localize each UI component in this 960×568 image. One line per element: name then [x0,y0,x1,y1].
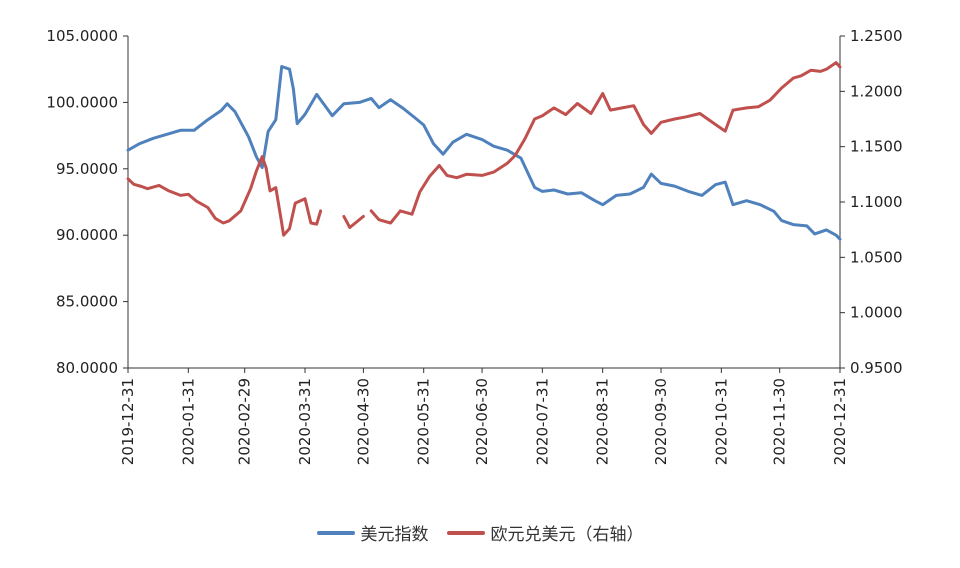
right-tick-label: 0.9500 [850,359,903,377]
right-tick-label: 1.0500 [850,248,903,266]
left-tick-label: 90.0000 [56,226,118,244]
series-layer [126,61,842,241]
right-tick-label: 1.1500 [850,138,903,156]
series-line-eurusd-seg-0 [126,155,323,237]
x-tick-label: 2020-10-31 [712,378,730,465]
x-tick-label: 2020-08-31 [594,378,612,465]
legend-item-eurusd[interactable]: 欧元兑美元（右轴） [446,520,644,545]
x-axis-ticks: 2019-12-31 2020-01-31 2020-02-29 2020-03-31… [119,368,849,465]
series-line-eurusd-seg-2 [369,61,842,225]
x-tick-label: 2020-06-30 [473,378,491,465]
right-tick-label: 1.1000 [850,193,903,211]
right-tick-label: 1.2000 [850,82,903,100]
x-tick-label: 2020-03-31 [296,378,314,465]
left-tick-label: 95.0000 [56,160,118,178]
right-tick-label: 1.2500 [850,27,903,45]
left-tick-label: 100.0000 [46,93,118,111]
x-tick-label: 2019-12-31 [119,378,137,465]
legend-swatch-eurusd [446,530,485,535]
legend-label-eurusd: 欧元兑美元（右轴） [490,525,644,545]
x-tick-label: 2020-12-31 [831,378,849,465]
x-tick-label: 2020-09-30 [652,378,670,465]
series-line-eurusd-seg-1 [342,214,365,229]
legend-swatch-usd-index [316,530,355,535]
left-tick-label: 105.0000 [46,27,118,45]
right-tick-label: 1.0000 [850,304,903,322]
x-tick-label: 2020-11-30 [771,378,789,465]
legend: 美元指数 欧元兑美元（右轴） [0,520,960,545]
x-tick-label: 2020-01-31 [179,378,197,465]
left-tick-label: 80.0000 [56,359,118,377]
x-tick-label: 2020-05-31 [415,378,433,465]
right-axis-ticks: 0.9500 1.0000 1.0500 1.1000 1.1500 1.2000 1.25… [840,27,903,377]
legend-label-usd-index: 美元指数 [360,525,429,545]
x-tick-label: 2020-04-30 [354,378,372,465]
legend-item-usd-index[interactable]: 美元指数 [316,520,429,545]
x-tick-label: 2020-02-29 [236,378,254,465]
left-tick-label: 85.0000 [56,293,118,311]
left-axis-ticks: 80.0000 85.0000 90.0000 95.0000 100.0000 105.… [46,27,128,377]
x-tick-label: 2020-07-31 [533,378,551,465]
series-line-usd-index [126,65,842,241]
